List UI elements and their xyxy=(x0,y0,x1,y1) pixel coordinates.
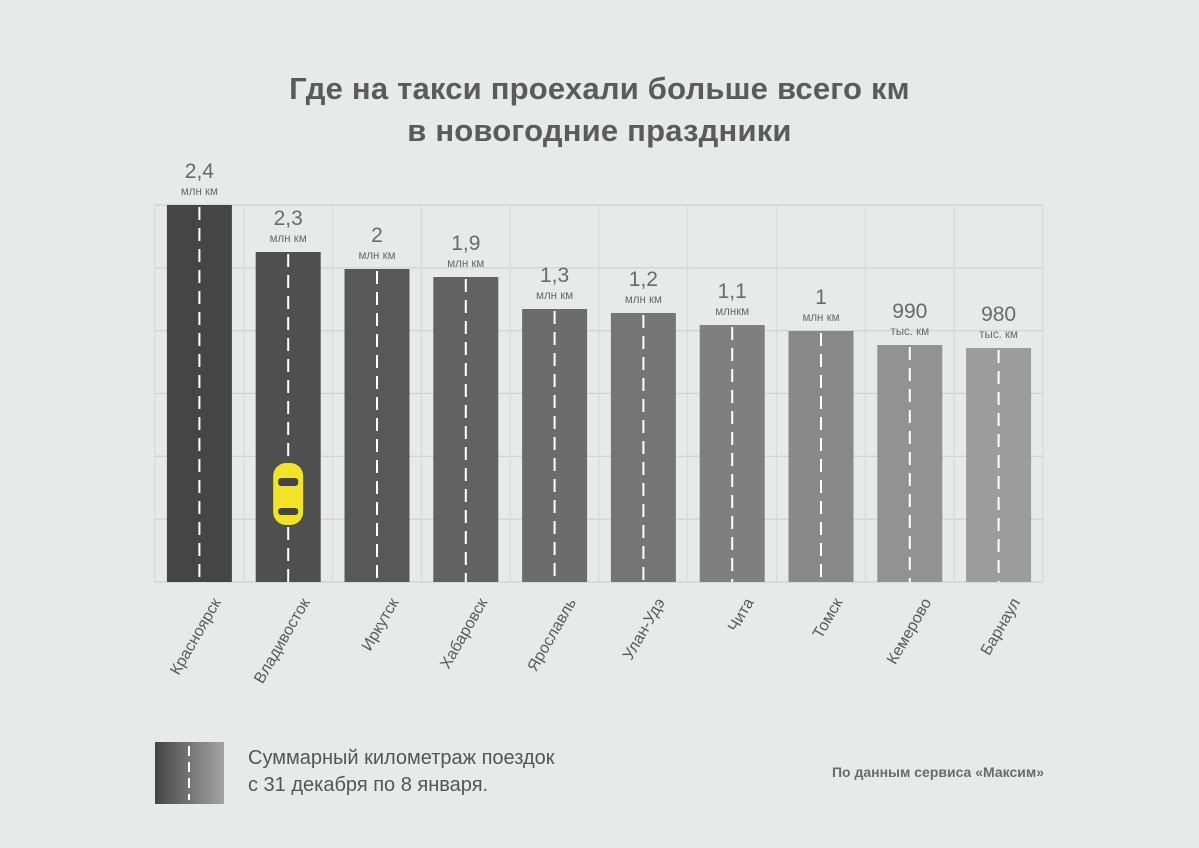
category-label: Ярославль xyxy=(525,596,580,675)
taxi-windshield xyxy=(278,478,299,486)
legend-text: Суммарный километраж поездок с 31 декабр… xyxy=(248,745,555,799)
category-label: Кемерово xyxy=(884,595,935,667)
value-label: 980 xyxy=(981,303,1016,326)
unit-label: тыс. км xyxy=(890,326,929,338)
value-label: 2 xyxy=(371,224,383,247)
legend-line-2: с 31 декабря по 8 января. xyxy=(248,774,489,796)
value-label: 1 xyxy=(815,286,827,309)
unit-label: млн км xyxy=(802,312,839,324)
category-label: Барнаул xyxy=(978,596,1024,659)
unit-label: млн км xyxy=(536,290,573,302)
value-label: 1,2 xyxy=(629,268,658,291)
source-note: По данным сервиса «Максим» xyxy=(831,764,1044,780)
unit-label: млн км xyxy=(447,258,484,270)
bar xyxy=(166,205,232,582)
legend-swatch xyxy=(155,742,224,804)
unit-label: млн км xyxy=(181,186,218,198)
value-label: 2,4 xyxy=(185,160,215,183)
category-label: Томск xyxy=(810,595,847,642)
unit-label: млн км xyxy=(625,294,662,306)
category-label: Улан-Удэ xyxy=(620,596,669,663)
unit-label: млн км xyxy=(358,250,395,262)
value-label: 1,9 xyxy=(451,232,480,255)
unit-label: млнкм xyxy=(715,306,749,318)
taxi-rear-window xyxy=(278,508,299,515)
value-label: 2,3 xyxy=(274,207,303,230)
value-label: 990 xyxy=(892,300,927,323)
category-label: Красноярск xyxy=(167,595,225,678)
category-label: Владивосток xyxy=(251,595,314,687)
category-label: Иркутск xyxy=(359,595,403,654)
chart-title: Где на такси проехали больше всего км в … xyxy=(0,68,1199,152)
title-line-2: в новогодние праздники xyxy=(407,113,792,148)
road-dash xyxy=(188,746,190,800)
bar xyxy=(788,331,854,582)
value-label: 1,3 xyxy=(540,264,569,287)
category-label: Хабаровск xyxy=(437,595,491,672)
unit-label: тыс. км xyxy=(979,329,1018,341)
legend-line-1: Суммарный километраж поездок xyxy=(248,747,555,769)
category-label: Чита xyxy=(725,595,758,634)
value-label: 1,1 xyxy=(718,280,747,303)
taxi-icon xyxy=(273,463,304,525)
unit-label: млн км xyxy=(270,233,307,245)
title-line-1: Где на такси проехали больше всего км xyxy=(289,71,910,106)
